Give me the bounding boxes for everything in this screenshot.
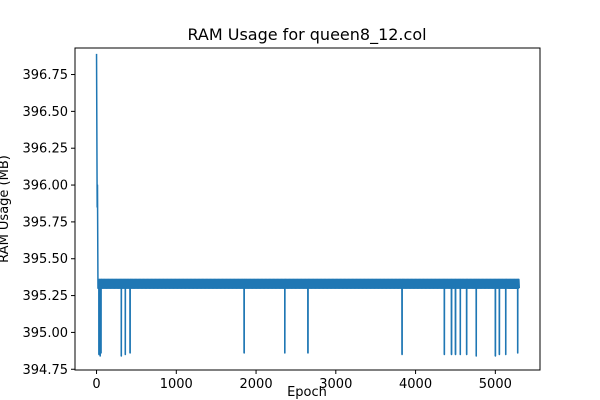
x-tick-label: 0 (92, 377, 100, 392)
y-tick-label: 395.25 (23, 289, 69, 304)
y-axis-label: RAM Usage (MB) (0, 155, 12, 263)
x-tick-label: 2000 (240, 377, 273, 392)
chart-title: RAM Usage for queen8_12.col (187, 25, 426, 45)
y-tick-label: 396.00 (23, 179, 69, 194)
y-tick-label: 396.25 (23, 142, 69, 157)
y-tick-label: 395.50 (23, 252, 69, 267)
plot-area (95, 53, 521, 357)
ram-usage-series-line (95, 53, 521, 357)
x-tick-label: 1000 (160, 377, 193, 392)
x-tick-label: 5000 (479, 377, 512, 392)
plot-frame (74, 47, 541, 371)
y-tick-label: 395.75 (23, 215, 69, 230)
x-axis-label: Epoch (287, 385, 327, 400)
x-axis: 0 1000 2000 3000 4000 5000 (92, 370, 512, 392)
y-tick-label: 395.00 (23, 326, 69, 341)
y-tick-label: 396.50 (23, 105, 69, 120)
x-tick-label: 4000 (399, 377, 432, 392)
y-tick-label: 394.75 (23, 363, 69, 378)
y-tick-label: 396.75 (23, 68, 69, 83)
y-axis: 394.75 395.00 395.25 395.50 395.75 396.00 396.… (23, 68, 75, 378)
x-tick-label: 3000 (319, 377, 352, 392)
